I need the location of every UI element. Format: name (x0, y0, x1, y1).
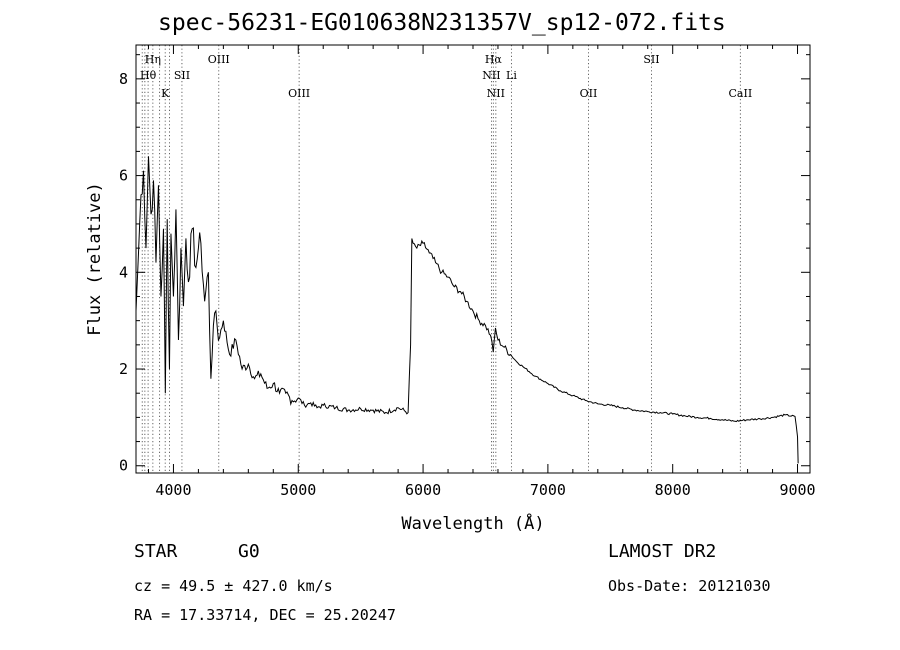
annotation-label: Li (506, 69, 517, 82)
annotation-label: SII (643, 53, 659, 66)
observation-date: Obs-Date: 20121030 (608, 577, 771, 595)
annotation-label: OII (580, 87, 598, 100)
x-tick-label: 6000 (405, 481, 441, 499)
spectrum-line (135, 156, 799, 464)
y-tick-label: 6 (119, 167, 128, 185)
annotation-label: SII (174, 69, 190, 82)
y-tick-labels: 0 2 4 6 8 (119, 70, 128, 475)
chart-title: spec-56231-EG010638N231357V_sp12-072.fit… (158, 10, 726, 36)
annotation-label: Hθ (140, 69, 157, 82)
x-axis-label: Wavelength (Å) (401, 512, 544, 534)
x-tick-label: 7000 (530, 481, 566, 499)
survey-name: LAMOST DR2 (608, 541, 717, 562)
object-subclass: G0 (238, 541, 260, 562)
annotation-label: CaII (729, 87, 753, 100)
annotation-label: K (161, 87, 170, 100)
annotation-label: Hα (485, 53, 503, 66)
y-tick-label: 2 (119, 360, 128, 378)
annotation-label: OIII (208, 53, 230, 66)
x-tick-label: 5000 (280, 481, 316, 499)
axis-ticks (136, 45, 810, 473)
y-tick-label: 8 (119, 70, 128, 88)
annotation-label: NII (482, 69, 500, 82)
annotation-label: NII (487, 87, 505, 100)
x-tick-labels: 4000 5000 6000 7000 8000 9000 (155, 481, 815, 499)
redshift-velocity: cz = 49.5 ± 427.0 km/s (134, 577, 333, 595)
coordinates: RA = 17.33714, DEC = 25.20247 (134, 606, 396, 624)
object-class: STAR (134, 541, 178, 562)
annotation-label: OIII (288, 87, 310, 100)
y-axis-label: Flux (relative) (85, 182, 105, 336)
spectral-line-markers (141, 45, 741, 473)
x-tick-label: 9000 (779, 481, 815, 499)
y-tick-label: 0 (119, 457, 128, 475)
annotation-label: Hη (145, 53, 161, 66)
plot-frame (135, 44, 811, 474)
x-tick-label: 8000 (655, 481, 691, 499)
y-tick-label: 4 (119, 263, 128, 281)
x-tick-label: 4000 (155, 481, 191, 499)
